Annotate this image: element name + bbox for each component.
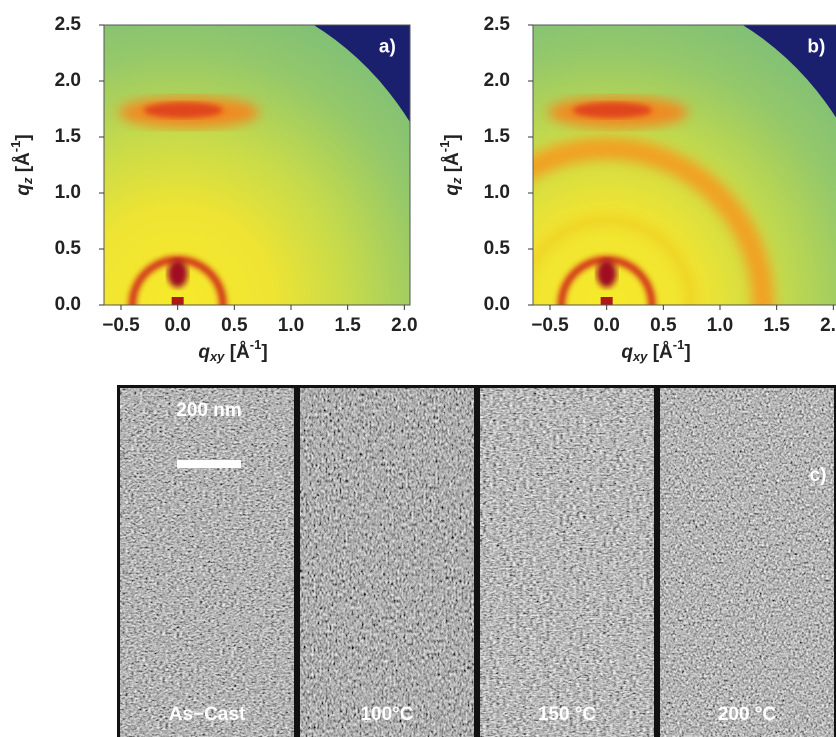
x-axis-label-part: q (621, 342, 633, 363)
micrograph (477, 385, 657, 737)
y-axis-label-part: ] (442, 134, 463, 140)
y-tick-label: 2.0 (55, 70, 81, 91)
x-axis-label-part: q (198, 342, 210, 363)
micrograph-label: As−Cast (169, 704, 246, 725)
x-tick-label: 1.0 (278, 315, 304, 336)
y-axis-label-part: [Å (442, 152, 463, 178)
page: a) −0.5 0.0 0.5 1.0 1.5 2.0 0.0 0.5 1.0 1.5 2.0 2.5 q… (0, 0, 836, 737)
y-tick-label: 0.5 (55, 238, 82, 259)
micrograph-label: 100°C (360, 704, 413, 725)
x-tick-label: 0.0 (164, 315, 190, 336)
x-tick-label: 1.0 (707, 315, 733, 336)
panel-label: a) (379, 36, 396, 57)
x-tick-label: 1.5 (334, 315, 361, 336)
y-tick-label: 1.5 (484, 126, 511, 147)
x-tick-label: 2.0 (820, 315, 836, 336)
x-tick-label: 2.0 (391, 315, 417, 336)
y-axis-label-part: ] (13, 134, 34, 140)
micrograph (657, 385, 836, 737)
x-axis-label-part: xy (209, 349, 225, 364)
y-axis-label-part: q (442, 184, 463, 196)
beamstop (172, 297, 184, 305)
micrograph (297, 385, 477, 737)
y-tick-label: 2.5 (55, 14, 82, 35)
x-tick-label: 0.0 (593, 315, 619, 336)
y-tick-label: 1.0 (55, 182, 81, 203)
y-tick-label: 1.0 (484, 182, 510, 203)
x-axis-label-part: ] (261, 342, 267, 363)
x-axis-label: qxy [Å-1] (621, 337, 690, 364)
beam-spot (168, 260, 188, 288)
y-tick-label: 1.5 (55, 126, 82, 147)
panel-label: c) (810, 465, 827, 486)
x-tick-label: 0.5 (221, 315, 248, 336)
x-tick-label: 1.5 (763, 315, 790, 336)
micrograph-label: 150 °C (538, 704, 597, 725)
beamstop (601, 297, 613, 305)
figure: a) −0.5 0.0 0.5 1.0 1.5 2.0 0.0 0.5 1.0 1.5 2.0 2.5 q… (0, 0, 836, 737)
x-tick-label: −0.5 (102, 315, 140, 336)
x-axis-label: qxy [Å-1] (198, 337, 267, 364)
y-axis-label-part: -1 (437, 141, 452, 153)
x-axis-label-part: -1 (250, 337, 262, 352)
scale-bar (177, 460, 241, 468)
y-tick-label: 2.5 (484, 14, 511, 35)
x-tick-label: −0.5 (531, 315, 569, 336)
x-axis-label-part: [Å (647, 342, 673, 363)
y-axis-label-part: [Å (13, 152, 34, 178)
x-axis-label-part: ] (684, 342, 690, 363)
x-tick-label: 0.5 (650, 315, 677, 336)
lobe-core (573, 102, 652, 118)
x-axis-label-part: xy (632, 349, 648, 364)
x-axis-label-part: [Å (224, 342, 250, 363)
scale-bar-label: 200 nm (176, 400, 241, 421)
y-axis-label: qz [Å-1] (8, 134, 35, 195)
y-axis-label: qz [Å-1] (437, 134, 464, 195)
y-axis-label-part: q (13, 184, 34, 196)
micrograph (117, 385, 297, 737)
micrograph-label: 200 °C (718, 704, 777, 725)
x-axis-label-part: -1 (673, 337, 685, 352)
lobe-core (144, 102, 223, 118)
y-tick-label: 0.5 (484, 238, 511, 259)
beam-spot (597, 260, 617, 288)
panel-label: b) (807, 36, 825, 57)
y-tick-label: 0.0 (484, 294, 510, 315)
y-axis-label-part: -1 (8, 141, 23, 153)
y-tick-label: 0.0 (55, 294, 81, 315)
y-tick-label: 2.0 (484, 70, 510, 91)
